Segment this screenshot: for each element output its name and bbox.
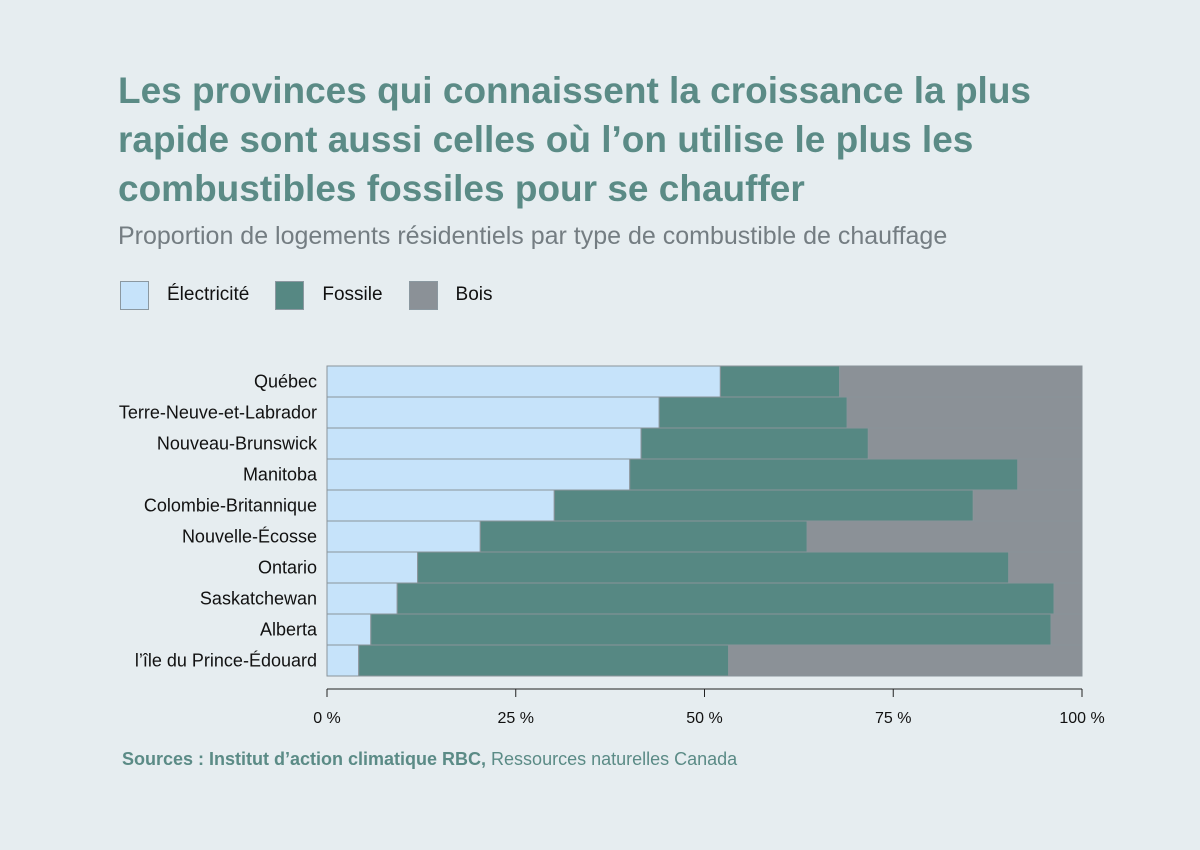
category-label-l-ile-du-prince-edouard: l’île du Prince-Édouard (135, 651, 317, 671)
category-label-saskatchewan: Saskatchewan (200, 589, 317, 609)
legend: Électricité Fossile Bois (120, 280, 519, 310)
bar-fossile-quebec (719, 365, 841, 398)
bar-fossile-l-ile-du-prince-edouard (358, 644, 730, 677)
x-tick-label-25: 25 % (498, 710, 534, 727)
x-tick-label-50: 50 % (686, 710, 722, 727)
bar-bois-ontario (1008, 551, 1083, 584)
bar-electricite-ontario (326, 551, 419, 584)
category-label-quebec: Québec (254, 372, 317, 392)
bar-fossile-alberta (370, 613, 1052, 646)
chart-subtitle: Proportion de logements résidentiels par… (118, 222, 948, 250)
legend-item-bois: Bois (408, 280, 493, 310)
bar-fossile-colombie-britannique (553, 489, 974, 522)
bar-fossile-ontario (417, 551, 1010, 584)
legend-label-electricite: Électricité (167, 284, 250, 305)
category-label-colombie-britannique: Colombie-Britannique (144, 496, 317, 516)
legend-swatch-electricite (120, 280, 149, 310)
bar-electricite-alberta (326, 613, 372, 646)
category-label-nouveau-brunswick: Nouveau-Brunswick (157, 434, 318, 454)
bar-bois-saskatchewan (1053, 582, 1083, 615)
legend-swatch-fossile (275, 280, 305, 310)
bar-bois-l-ile-du-prince-edouard (728, 644, 1083, 677)
bar-bois-manitoba (1017, 458, 1083, 491)
source-text-rest: Ressources naturelles Canada (486, 749, 738, 769)
legend-swatch-bois (408, 280, 438, 310)
bar-bois-alberta (1050, 613, 1083, 646)
bar-fossile-nouvelle-ecosse (479, 520, 808, 553)
bar-fossile-saskatchewan (396, 582, 1055, 615)
bar-fossile-manitoba (629, 458, 1019, 491)
x-tick-label-75: 75 % (875, 710, 911, 727)
bar-bois-nouveau-brunswick (867, 427, 1083, 460)
bar-electricite-colombie-britannique (326, 489, 555, 522)
category-label-ontario: Ontario (258, 558, 317, 578)
bar-bois-colombie-britannique (972, 489, 1083, 522)
source-text-bold: Sources : Institut d’action climatique R… (122, 749, 487, 769)
legend-label-fossile: Fossile (322, 284, 383, 305)
legend-label-bois: Bois (455, 284, 493, 305)
x-tick-label-100: 100 % (1059, 710, 1104, 727)
bar-fossile-nouveau-brunswick (640, 427, 869, 460)
bar-electricite-nouvelle-ecosse (326, 520, 481, 553)
bar-electricite-manitoba (326, 458, 631, 491)
category-label-manitoba: Manitoba (243, 465, 318, 485)
bar-electricite-nouveau-brunswick (326, 427, 642, 460)
bar-electricite-saskatchewan (326, 582, 398, 615)
bar-fossile-terre-neuve-et-labrador (658, 396, 848, 429)
bar-electricite-terre-neuve-et-labrador (326, 396, 660, 429)
bar-electricite-quebec (326, 365, 721, 398)
category-label-nouvelle-ecosse: Nouvelle-Écosse (182, 527, 317, 547)
category-label-terre-neuve-et-labrador: Terre-Neuve-et-Labrador (119, 403, 317, 423)
source-note: Sources : Institut d’action climatique R… (122, 749, 737, 770)
legend-item-fossile: Fossile (275, 280, 383, 310)
bar-electricite-l-ile-du-prince-edouard (326, 644, 360, 677)
chart-title: Les provinces qui connaissent la croissa… (118, 70, 1032, 209)
legend-item-electricite: Électricité (120, 280, 250, 310)
bar-bois-quebec (839, 365, 1083, 398)
bar-bois-terre-neuve-et-labrador (846, 396, 1083, 429)
category-label-alberta: Alberta (260, 620, 318, 640)
bar-bois-nouvelle-ecosse (806, 520, 1083, 553)
x-tick-label-0: 0 % (313, 710, 341, 727)
